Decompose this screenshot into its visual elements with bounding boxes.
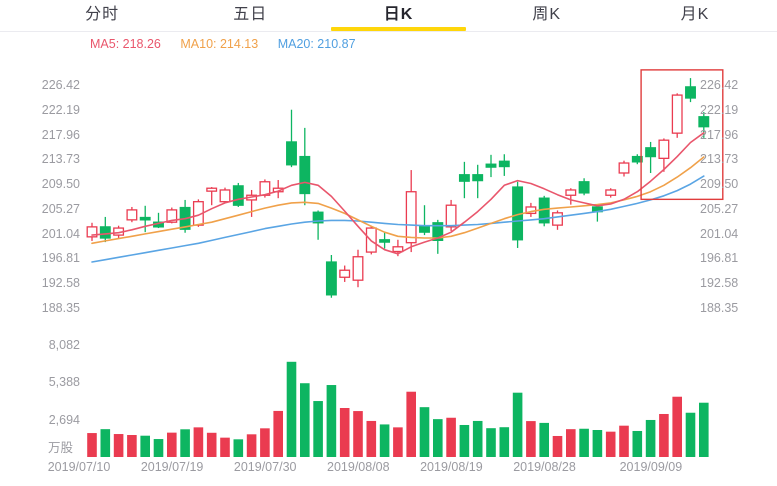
ma20-line — [91, 175, 705, 263]
candles — [86, 78, 710, 298]
tab-minute[interactable]: 分时 — [85, 6, 120, 23]
price-axis-label-right: 217.96 — [700, 127, 739, 142]
price-axis-label-right: 205.27 — [700, 201, 739, 216]
tab-five-day[interactable]: 五日 — [233, 6, 268, 23]
price-axis-label-left: 188.35 — [41, 301, 80, 315]
price-axis-label-right: 226.42 — [700, 78, 739, 92]
price-axis-label-left: 201.04 — [41, 226, 80, 241]
ma5-line — [91, 132, 705, 255]
date-axis-label: 2019/09/09 — [619, 460, 683, 474]
tab-monthly-k[interactable]: 月K — [680, 6, 710, 23]
tab-weekly-k[interactable]: 周K — [532, 6, 562, 23]
period-tabbar: 分时 五日 日K 周K 月K — [0, 0, 777, 32]
volume-axis-label: 8,082 — [48, 337, 80, 352]
date-axis-label: 2019/07/10 — [47, 460, 111, 474]
ma20-legend-label: MA20: 210.87 — [277, 37, 356, 51]
date-axis-label: 2019/07/19 — [140, 460, 204, 474]
price-axis-label-right: 192.58 — [700, 276, 739, 291]
price-axis-label-right: 201.04 — [700, 226, 739, 241]
price-axis-label-left: 205.27 — [41, 201, 80, 216]
ma10-legend-label: MA10: 214.13 — [180, 37, 259, 51]
price-axis-label-right: 222.19 — [700, 102, 739, 117]
price-axis-label-left: 209.50 — [41, 177, 80, 192]
volume-bars — [87, 361, 709, 457]
date-axis-label: 2019/08/28 — [513, 460, 576, 474]
date-axis-label: 2019/07/30 — [233, 460, 297, 474]
highlight-box-annotation — [640, 69, 724, 201]
price-axis-label-left: 196.81 — [41, 251, 80, 266]
price-axis-label-left: 226.42 — [41, 78, 80, 92]
tab-daily-k[interactable]: 日K — [324, 0, 472, 31]
date-axis-label: 2019/08/08 — [327, 460, 390, 474]
price-axis-label-left: 222.19 — [41, 102, 80, 117]
ma5-legend-label: MA5: 218.26 — [90, 37, 161, 51]
price-axis-label-right: 209.50 — [700, 177, 739, 192]
volume-unit-label: 万股 — [47, 441, 73, 455]
ma10-line — [91, 156, 705, 245]
volume-axis-label: 5,388 — [48, 375, 80, 389]
price-axis-label-left: 217.96 — [41, 127, 80, 142]
price-axis-label-right: 196.81 — [700, 251, 739, 266]
date-axis-label: 2019/08/19 — [420, 460, 483, 474]
ma-legend: MA5: 218.26 MA10: 214.13 MA20: 210.87 — [90, 37, 372, 51]
price-axis-label-right: 213.73 — [700, 152, 739, 167]
price-axis-label-left: 192.58 — [41, 276, 80, 291]
price-axis-label-right: 188.35 — [700, 301, 739, 315]
price-axis-label-left: 213.73 — [41, 152, 80, 167]
volume-axis-label: 2,694 — [48, 412, 80, 427]
